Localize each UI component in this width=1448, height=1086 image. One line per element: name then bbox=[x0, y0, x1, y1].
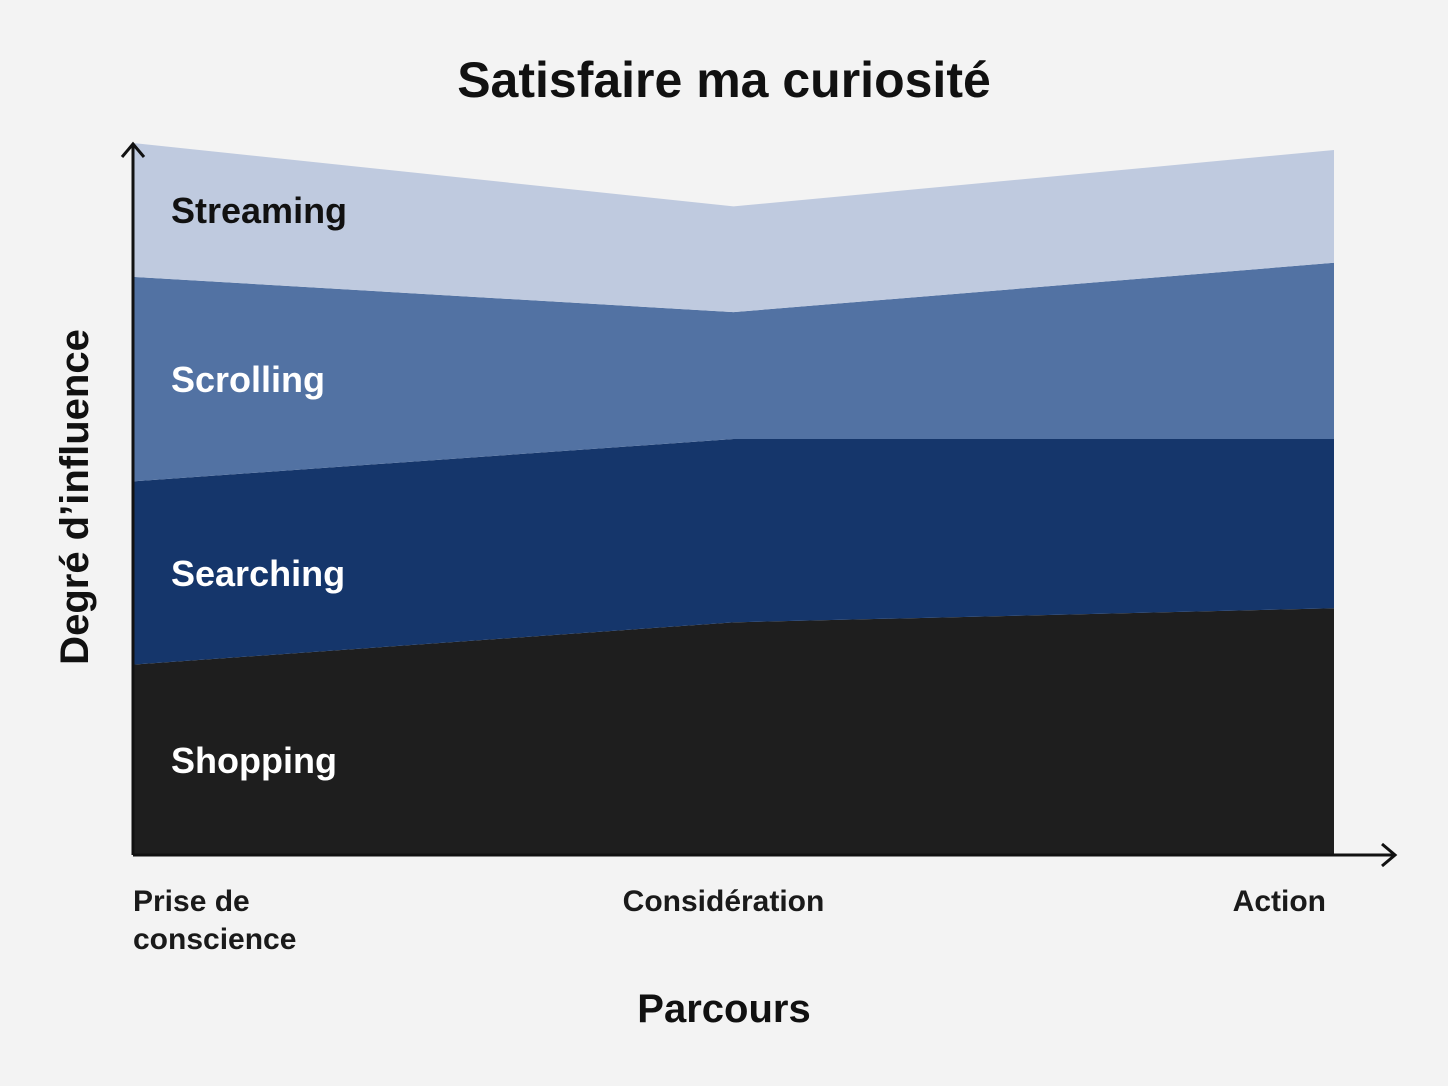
stacked-areas bbox=[133, 142, 1334, 855]
y-axis bbox=[120, 141, 146, 855]
x-tick-label-line: conscience bbox=[133, 923, 296, 956]
x-axis-title: Parcours bbox=[637, 987, 810, 1031]
y-axis-arrow bbox=[120, 141, 146, 158]
x-tick-label: Prise de conscience bbox=[133, 885, 296, 956]
x-tick-label: Action bbox=[1233, 885, 1326, 918]
area-searching bbox=[133, 439, 1334, 665]
x-tick-label-line: Action bbox=[1233, 885, 1326, 918]
area-scrolling bbox=[133, 262, 1334, 482]
x-axis-arrow bbox=[1381, 842, 1398, 868]
area-streaming bbox=[133, 142, 1334, 313]
x-tick-label-line: Considération bbox=[623, 885, 825, 918]
y-axis-title: Degré d’influence bbox=[53, 329, 97, 665]
x-tick-labels: Prise de conscience Considération Action bbox=[133, 885, 1326, 956]
series-label-searching: Searching bbox=[171, 553, 345, 594]
area-shopping bbox=[133, 608, 1334, 855]
x-tick-label: Considération bbox=[623, 885, 825, 918]
series-label-scrolling: Scrolling bbox=[171, 359, 325, 400]
series-label-shopping: Shopping bbox=[171, 740, 337, 781]
x-axis bbox=[133, 842, 1398, 868]
x-tick-label-line: Prise de bbox=[133, 885, 250, 918]
series-label-streaming: Streaming bbox=[171, 190, 347, 231]
chart-title: Satisfaire ma curiosité bbox=[457, 52, 991, 108]
series-labels: Shopping Searching Scrolling Streaming bbox=[171, 190, 347, 781]
